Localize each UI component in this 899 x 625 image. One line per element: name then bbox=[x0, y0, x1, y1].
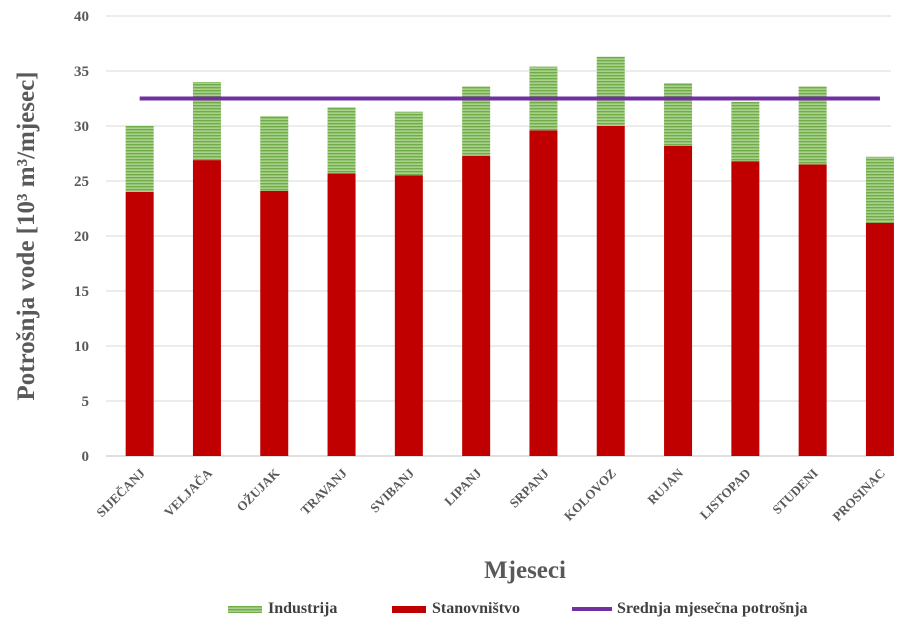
x-tick-label: PROSINAC bbox=[829, 466, 888, 525]
bar-stanovnistvo bbox=[529, 130, 558, 456]
y-tick-label: 5 bbox=[82, 394, 90, 410]
x-tick-label: VELJAČA bbox=[161, 465, 215, 519]
legend-swatch-stanovnistvo bbox=[392, 606, 426, 613]
bar-stanovnistvo bbox=[865, 222, 894, 456]
bar-industrija bbox=[327, 107, 356, 174]
bar-industrija bbox=[192, 82, 221, 161]
bar-stanovnistvo bbox=[664, 145, 693, 457]
x-tick-label: LISTOPAD bbox=[697, 466, 754, 523]
bar-stanovnistvo bbox=[798, 164, 827, 456]
legend-label-industrija: Industrija bbox=[268, 600, 337, 617]
y-axis-title: Potrošnja vode [10³ m³/mjesec] bbox=[13, 71, 40, 400]
y-tick-label: 40 bbox=[74, 9, 89, 25]
y-tick-label: 25 bbox=[74, 174, 89, 190]
legend-label-srednja: Srednja mjesečna potrošnja bbox=[617, 600, 808, 617]
x-tick-label: TRAVANJ bbox=[298, 465, 351, 518]
bar-industrija bbox=[596, 56, 625, 127]
y-tick-label: 0 bbox=[82, 449, 90, 465]
x-tick-label: OŽUJAK bbox=[233, 465, 283, 515]
legend-swatch-industrija bbox=[228, 606, 262, 613]
bar-industrija bbox=[731, 101, 760, 162]
bar-stanovnistvo bbox=[394, 175, 423, 456]
x-tick-label: LIPANJ bbox=[441, 465, 484, 508]
y-tick-label: 10 bbox=[74, 339, 89, 355]
bar-stanovnistvo bbox=[125, 192, 154, 456]
gridlines bbox=[106, 15, 891, 457]
bar-industrija bbox=[125, 126, 154, 192]
legend: Industrija Stanovništvo Srednja mjesečna p… bbox=[228, 600, 808, 617]
bar-industrija bbox=[394, 111, 423, 176]
y-tick-label: 20 bbox=[74, 229, 89, 245]
x-tick-label: SIJEČANJ bbox=[93, 465, 148, 520]
x-axis-title: Mjeseci bbox=[484, 557, 566, 584]
x-axis-ticks: SIJEČANJ VELJAČA OŽUJAK TRAVANJ SVIBANJ LIPAN… bbox=[93, 465, 888, 524]
bar-industrija bbox=[865, 156, 894, 223]
x-tick-label: SRPANJ bbox=[506, 465, 552, 511]
x-tick-label: STUDENI bbox=[769, 466, 820, 517]
bar-industrija bbox=[664, 83, 693, 146]
bar-stanovnistvo bbox=[462, 155, 491, 456]
y-tick-label: 15 bbox=[74, 284, 89, 300]
y-tick-label: 35 bbox=[74, 64, 89, 80]
bar-stanovnistvo bbox=[260, 190, 289, 456]
x-tick-label: SVIBANJ bbox=[367, 465, 417, 515]
x-tick-label: KOLOVOZ bbox=[561, 465, 619, 523]
bar-stanovnistvo bbox=[327, 173, 356, 457]
bar-industrija bbox=[260, 116, 289, 191]
bar-stanovnistvo bbox=[731, 161, 760, 456]
bar-stanovnistvo bbox=[596, 126, 625, 456]
bar-stanovnistvo bbox=[192, 160, 221, 456]
y-axis-ticks: 0 5 10 15 20 25 30 35 40 bbox=[74, 9, 89, 465]
x-tick-label: RUJAN bbox=[644, 465, 686, 507]
legend-label-stanovnistvo: Stanovništvo bbox=[432, 600, 520, 617]
y-tick-label: 30 bbox=[74, 119, 89, 135]
bars bbox=[125, 56, 894, 457]
